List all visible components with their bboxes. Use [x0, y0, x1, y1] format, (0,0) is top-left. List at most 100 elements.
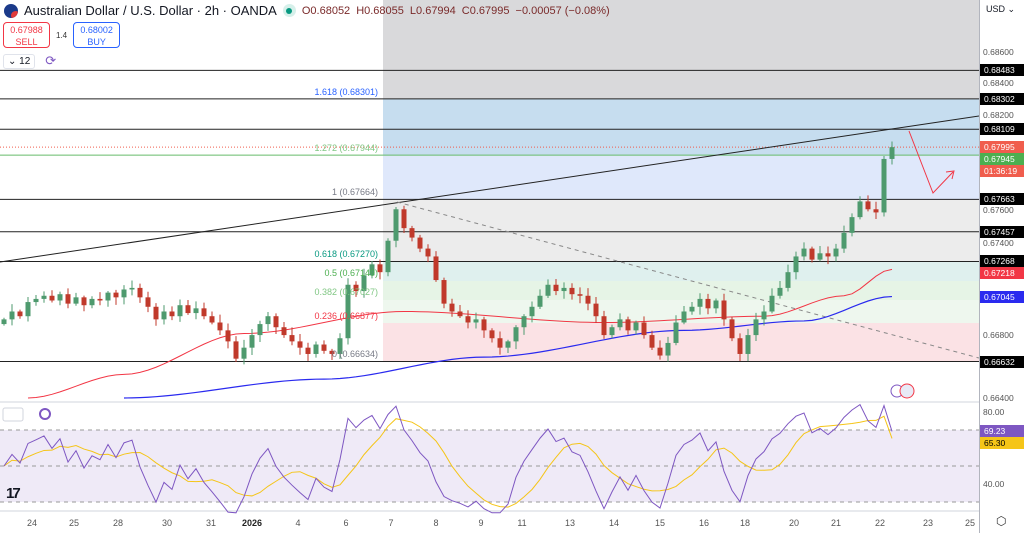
- candle-body: [617, 319, 623, 328]
- candle-body: [257, 324, 263, 336]
- indicators-toggle[interactable]: ⌄ 12: [3, 53, 36, 69]
- time-tick-label: 22: [874, 518, 886, 528]
- candle-body: [233, 341, 239, 359]
- candle: [537, 289, 543, 310]
- rsi-ma-value-tag: 65.30: [980, 437, 1024, 450]
- candle-body: [177, 305, 183, 317]
- rsi-tick-label: 80.00: [983, 407, 1005, 417]
- time-tick-label: 11: [517, 518, 527, 528]
- currency-select[interactable]: USD ⌄: [986, 4, 1016, 14]
- candle-body: [849, 217, 855, 233]
- ohlc-values: O0.68052 H0.68055 L0.67994 C0.67995 −0.0…: [302, 5, 610, 17]
- fib-zone: [383, 323, 979, 362]
- candle-body: [881, 158, 887, 213]
- price-tag: 0.68302: [980, 92, 1024, 105]
- candle: [513, 325, 519, 350]
- candle: [753, 312, 759, 341]
- us-flag-event-icon[interactable]: [899, 383, 915, 399]
- candle-body: [737, 338, 743, 354]
- candle-body: [65, 294, 71, 304]
- time-tick-label: 25: [964, 518, 976, 528]
- candle: [865, 195, 871, 212]
- candle-body: [217, 322, 223, 331]
- candle-body: [281, 327, 287, 336]
- open-value: O0.68052: [301, 4, 351, 17]
- candle-body: [129, 287, 135, 290]
- ascending-trendline[interactable]: [0, 115, 979, 263]
- candle-body: [545, 284, 551, 296]
- candle: [57, 291, 63, 306]
- candle: [441, 277, 447, 309]
- forecast-arrow[interactable]: [908, 130, 954, 194]
- candle-body: [769, 295, 775, 312]
- candle-body: [625, 319, 631, 331]
- candle: [33, 294, 39, 306]
- spread: 1.4: [56, 30, 68, 40]
- candle: [793, 251, 799, 280]
- candle: [169, 306, 175, 321]
- settings-gear-icon[interactable]: ⬡: [996, 514, 1007, 528]
- candle-body: [289, 335, 295, 342]
- candle-body: [777, 287, 783, 296]
- candle: [761, 305, 767, 326]
- candle: [553, 278, 559, 296]
- candle-body: [497, 338, 503, 348]
- candle-body: [801, 248, 807, 257]
- candle-body: [193, 308, 199, 314]
- fib-label: 0.236 (0.66877): [314, 310, 378, 321]
- candle-body: [185, 305, 191, 314]
- candle: [433, 251, 439, 282]
- currency-label: USD: [986, 4, 1006, 14]
- fib-label: 0.5 (0.67149): [324, 268, 378, 279]
- time-tick-label: 18: [739, 518, 751, 528]
- candle-body: [345, 284, 351, 339]
- candle: [73, 292, 79, 306]
- candle: [577, 287, 583, 304]
- candle-body: [153, 306, 159, 320]
- candle-body: [681, 311, 687, 323]
- symbol-title[interactable]: Australian Dollar / U.S. Dollar · 2h · O…: [24, 3, 277, 18]
- candle: [65, 288, 71, 309]
- sell-button[interactable]: 0.67988 SELL: [3, 22, 50, 48]
- candle: [561, 282, 567, 299]
- price-axis[interactable]: USD ⌄ 0.68600 0.68483 0.68400 0.68302 0.6820…: [979, 0, 1024, 533]
- candle-body: [137, 287, 143, 298]
- candle: [1, 317, 7, 326]
- high-value: H0.68055: [356, 4, 404, 17]
- candle: [225, 323, 231, 349]
- candle: [233, 336, 239, 363]
- candle: [345, 278, 351, 345]
- buy-button[interactable]: 0.68002 BUY: [73, 22, 121, 48]
- candle-body: [105, 292, 111, 301]
- candle-body: [25, 302, 31, 317]
- candle-body: [889, 147, 895, 159]
- candle-body: [761, 311, 767, 320]
- candle: [625, 316, 631, 335]
- tradingview-logo[interactable]: 17: [6, 485, 21, 502]
- price-chart[interactable]: [0, 0, 979, 533]
- candle-body: [785, 272, 791, 288]
- candle-body: [529, 306, 535, 317]
- candle: [353, 281, 359, 297]
- candle-body: [9, 311, 15, 320]
- candle-body: [473, 319, 479, 323]
- fib-label: 1.618 (0.68301): [314, 87, 378, 98]
- candle-body: [489, 330, 495, 339]
- candle: [785, 264, 791, 292]
- candle: [417, 234, 423, 253]
- refresh-icon[interactable]: ⟳: [45, 53, 57, 68]
- candle: [25, 296, 31, 322]
- rsi-settings-icon[interactable]: [39, 408, 51, 420]
- candle: [825, 246, 831, 265]
- candle-body: [673, 322, 679, 343]
- price-tag: 0.67945: [980, 153, 1024, 166]
- candle-body: [97, 298, 103, 301]
- price-tag: 0.67268: [980, 255, 1024, 268]
- collapse-pane-button[interactable]: [2, 407, 24, 422]
- candle-body: [841, 232, 847, 249]
- candle-body: [385, 240, 391, 273]
- candle: [617, 313, 623, 331]
- candle: [801, 242, 807, 261]
- candle: [649, 330, 655, 351]
- candle-body: [753, 319, 759, 336]
